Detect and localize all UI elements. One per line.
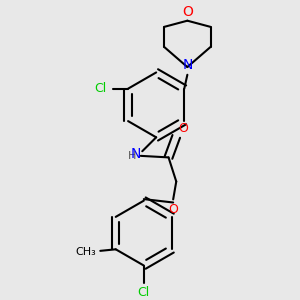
Text: CH₃: CH₃ (75, 248, 96, 257)
Text: O: O (182, 5, 193, 19)
Text: O: O (168, 202, 178, 215)
Text: N: N (130, 147, 141, 161)
Text: H: H (128, 151, 136, 161)
Text: Cl: Cl (94, 82, 106, 95)
Text: O: O (178, 122, 188, 135)
Text: N: N (182, 58, 193, 72)
Text: Cl: Cl (138, 286, 150, 298)
